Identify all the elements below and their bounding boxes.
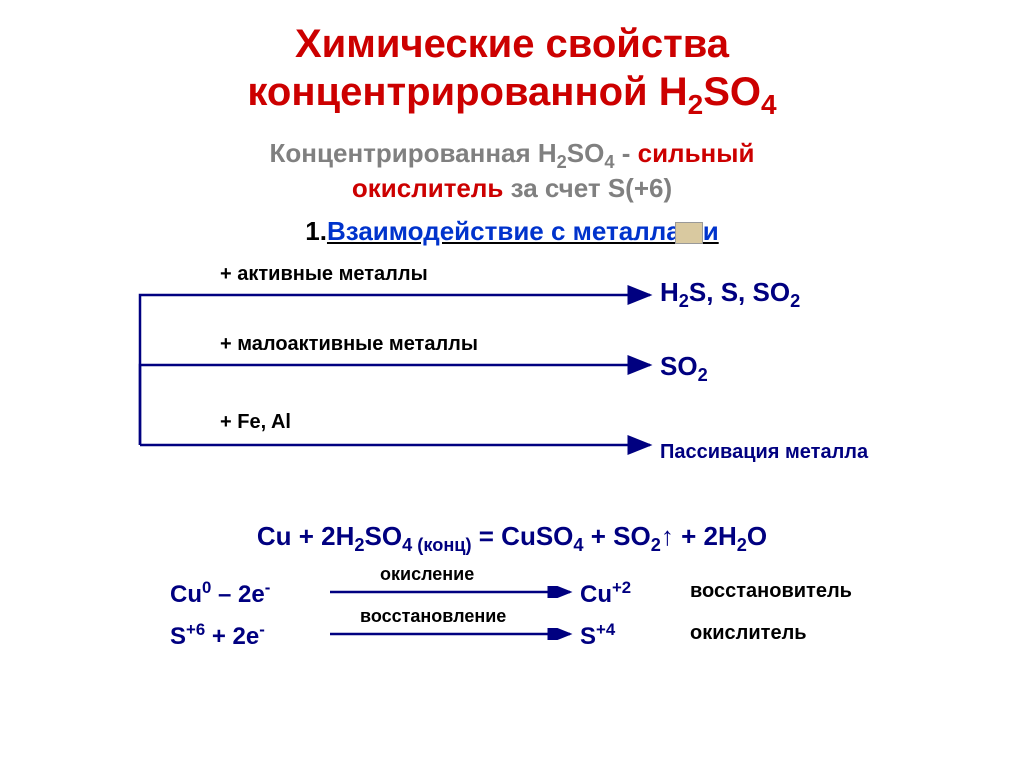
- branch-result-1: SO2: [660, 351, 708, 386]
- video-icon[interactable]: [675, 222, 703, 244]
- hr-left-0: Cu0 – 2e-: [170, 578, 270, 609]
- hr-arrow-1: [330, 628, 580, 640]
- section-num: 1.: [305, 216, 327, 247]
- branch-result-0: H2S, S, SO2: [660, 277, 800, 312]
- half-reactions: Cu0 – 2e- окисление Cu+2 восстановитель …: [170, 570, 984, 654]
- subtitle-gray: Концентрированная H2SO4: [270, 138, 622, 168]
- diagram-arrows: [120, 271, 680, 481]
- main-equation: Cu + 2H2SO4 (конц) = CuSO4 + SO2↑ + 2H2O: [40, 521, 984, 556]
- page-title: Химические свойства концентрированной H2…: [40, 20, 984, 122]
- section-tail: и: [703, 216, 719, 246]
- branch-label-1: + малоактивные металлы: [220, 333, 478, 356]
- subtitle-red2: окислитель: [352, 173, 504, 203]
- branch-result-2: Пассивация металла: [660, 441, 868, 464]
- half-reaction-0: Cu0 – 2e- окисление Cu+2 восстановитель: [170, 570, 984, 612]
- hr-left-1: S+6 + 2e-: [170, 620, 265, 651]
- branch-label-0: + активные металлы: [220, 263, 428, 286]
- hr-arrow-0: [330, 586, 580, 598]
- title-line1: Химические свойства: [40, 20, 984, 68]
- subtitle-red1: сильный: [638, 138, 755, 168]
- hr-label-1: восстановление: [360, 606, 506, 627]
- title-line2: концентрированной H2SO4: [40, 68, 984, 122]
- hr-label-0: окисление: [380, 564, 474, 585]
- hr-right-1: S+4: [580, 620, 615, 651]
- half-reaction-1: S+6 + 2e- восстановление S+4 окислитель: [170, 612, 984, 654]
- hr-role-0: восстановитель: [690, 580, 852, 603]
- hr-role-1: окислитель: [690, 622, 807, 645]
- reaction-diagram: + активные металлы H2S, S, SO2 + малоакт…: [120, 271, 984, 501]
- subtitle-dash: -: [622, 138, 638, 168]
- subtitle: Концентрированная H2SO4 - сильный окисли…: [40, 138, 984, 204]
- branch-label-2: + Fe, Al: [220, 411, 291, 434]
- section-link: Взаимодействие с металла: [327, 216, 681, 246]
- subtitle-gray2: за счет S(+6): [503, 173, 672, 203]
- hr-right-0: Cu+2: [580, 578, 631, 609]
- section-heading: 1. Взаимодействие с металла и: [40, 216, 984, 247]
